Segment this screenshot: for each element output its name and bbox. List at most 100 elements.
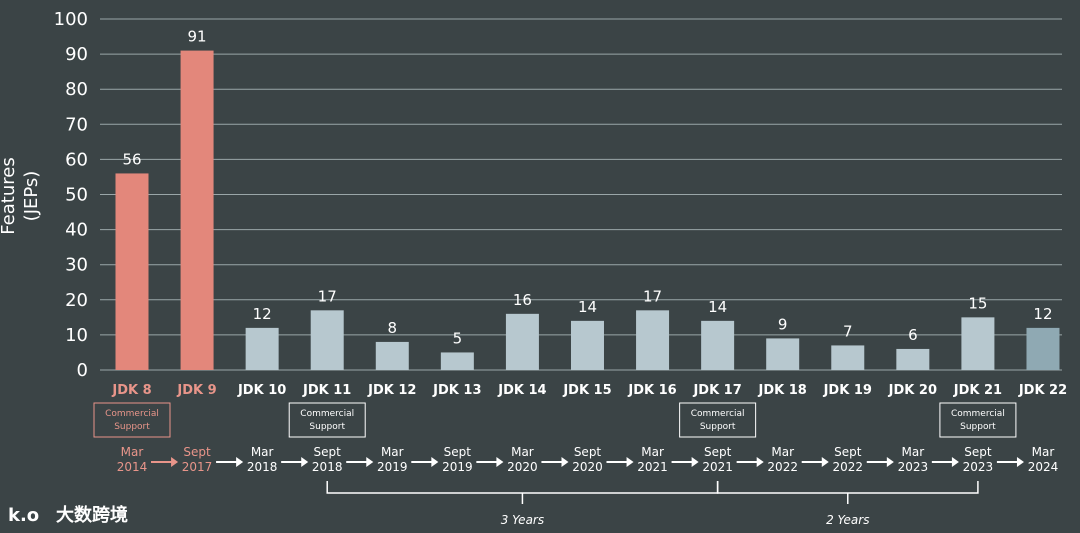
release-month: Sept <box>964 445 992 459</box>
commercial-support-box <box>939 402 1017 438</box>
commercial-support-box <box>288 402 366 438</box>
bar-value-label: 14 <box>578 298 597 316</box>
y-tick-label: 90 <box>65 44 88 65</box>
watermark: k.o 大数跨境 <box>8 504 128 526</box>
bars <box>115 50 1060 371</box>
bar <box>1026 327 1060 370</box>
release-year: 2019 <box>377 460 408 474</box>
bar-value-label: 16 <box>513 291 532 309</box>
timeline-arrow-head <box>821 457 829 467</box>
x-category-label: JDK 12 <box>367 383 416 398</box>
release-year: 2021 <box>702 460 733 474</box>
commercial-support-label: Commercial <box>105 409 159 419</box>
release-timeline: Mar2014Sept2017Mar2018Sept2018Mar2019Sep… <box>117 445 1059 474</box>
bar <box>245 327 279 370</box>
commercial-support-label: Support <box>114 422 150 432</box>
bar <box>180 50 214 371</box>
y-tick-label: 0 <box>77 360 88 381</box>
timeline-arrow-head <box>366 457 374 467</box>
y-tick-label: 80 <box>65 79 88 100</box>
release-year: 2020 <box>572 460 603 474</box>
bar-value-label: 91 <box>188 28 207 46</box>
release-month: Mar <box>1032 445 1055 459</box>
support-spans: 3 Years 2 Years <box>326 481 979 527</box>
commercial-support-label: Commercial <box>691 409 745 419</box>
release-month: Mar <box>771 445 794 459</box>
span-label: 3 Years <box>501 513 544 527</box>
x-axis-labels: JDK 8 JDK 9 JDK 10 JDK 11 JDK 12 JDK 13 JDK 14… <box>111 383 1067 398</box>
bar-value-label: 6 <box>908 326 918 344</box>
timeline-arrow-head <box>1016 457 1024 467</box>
release-month: Mar <box>121 445 144 459</box>
timeline-arrow-head <box>171 457 179 467</box>
release-month: Sept <box>183 445 211 459</box>
bar-value-label: 8 <box>388 319 398 337</box>
bar <box>636 310 670 370</box>
release-year: 2022 <box>832 460 863 474</box>
bar-value-label: 12 <box>253 305 272 323</box>
release-year: 2018 <box>312 460 343 474</box>
bar-value-label: 9 <box>778 315 788 333</box>
timeline-arrow-head <box>951 457 959 467</box>
timeline-arrow-head <box>496 457 504 467</box>
commercial-support-box <box>679 402 757 438</box>
release-month: Mar <box>251 445 274 459</box>
release-year: 2022 <box>767 460 798 474</box>
commercial-support-label: Commercial <box>951 409 1005 419</box>
span-bracket <box>716 481 979 494</box>
bar-value-label: 5 <box>453 329 463 347</box>
release-month: Sept <box>314 445 342 459</box>
timeline-arrow-head <box>626 457 634 467</box>
timeline-arrow-head <box>431 457 439 467</box>
release-year: 2017 <box>182 460 213 474</box>
x-category-label: JDK 14 <box>497 383 546 398</box>
y-tick-label: 60 <box>65 149 88 170</box>
y-tick-label: 70 <box>65 114 88 135</box>
x-category-label: JDK 22 <box>1018 383 1067 398</box>
release-month: Mar <box>381 445 404 459</box>
release-month: Sept <box>704 445 732 459</box>
y-tick-label: 100 <box>54 9 88 30</box>
x-category-label: JDK 9 <box>176 383 216 398</box>
gridlines <box>100 18 1062 371</box>
release-year: 2018 <box>247 460 278 474</box>
bar <box>766 338 800 370</box>
release-month: Sept <box>834 445 862 459</box>
bar <box>375 341 409 370</box>
bar <box>505 313 539 370</box>
bar <box>115 173 149 370</box>
span-label: 2 Years <box>826 513 869 527</box>
x-category-label: JDK 11 <box>302 383 351 398</box>
watermark-text: 大数跨境 <box>56 504 128 526</box>
commercial-support-label: Support <box>309 422 345 432</box>
release-month: Mar <box>511 445 534 459</box>
y-axis-label: Features (JEPs) <box>0 157 42 234</box>
release-month: Sept <box>444 445 472 459</box>
bar <box>310 310 344 370</box>
y-axis-ticks: 0 10 20 30 40 50 60 70 80 90 100 <box>54 9 88 381</box>
release-month: Mar <box>902 445 925 459</box>
watermark-logo: k.o <box>8 505 39 526</box>
y-tick-label: 10 <box>65 325 88 346</box>
bar-value-label: 7 <box>843 322 853 340</box>
y-axis-label-line1: Features <box>0 157 19 234</box>
timeline-arrow-head <box>301 457 309 467</box>
commercial-support-label: Support <box>700 422 736 432</box>
bar <box>831 345 865 370</box>
x-category-label: JDK 16 <box>627 383 676 398</box>
span-bracket <box>326 481 719 494</box>
release-year: 2019 <box>442 460 473 474</box>
commercial-support-label: Commercial <box>300 409 354 419</box>
release-year: 2014 <box>117 460 148 474</box>
release-year: 2023 <box>898 460 929 474</box>
x-category-label: JDK 17 <box>692 383 741 398</box>
y-tick-label: 30 <box>65 255 88 276</box>
x-category-label: JDK 15 <box>562 383 611 398</box>
timeline-arrow-head <box>561 457 569 467</box>
commercial-support-box <box>93 402 171 438</box>
bar-value-label: 56 <box>122 150 141 168</box>
timeline-arrow-head <box>756 457 764 467</box>
x-category-label: JDK 21 <box>953 383 1002 398</box>
bar-value-label: 12 <box>1033 305 1052 323</box>
y-axis-label-line2: (JEPs) <box>21 171 42 222</box>
